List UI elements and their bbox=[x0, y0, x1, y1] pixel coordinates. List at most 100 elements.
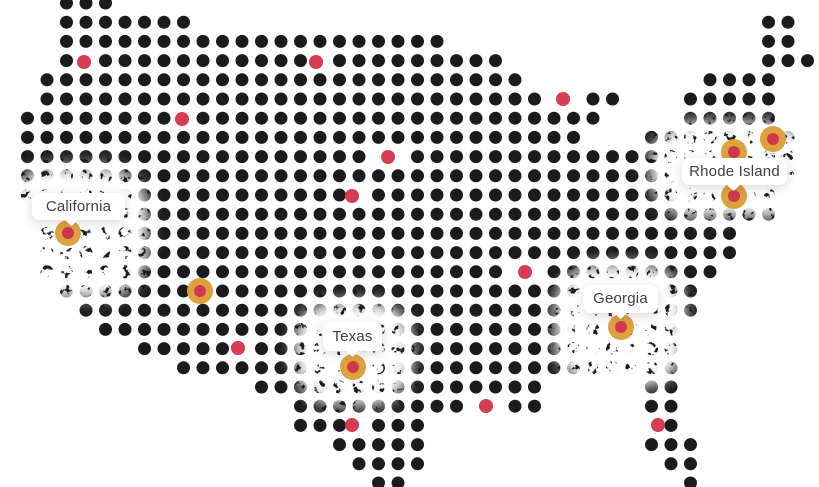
grid-dot bbox=[255, 150, 268, 164]
hotspot-dot[interactable] bbox=[77, 55, 91, 69]
grid-dot bbox=[99, 0, 112, 10]
grid-dot bbox=[625, 226, 639, 240]
grid-dot bbox=[606, 188, 619, 202]
hotspot-dot[interactable] bbox=[345, 189, 359, 203]
grid-dot bbox=[411, 361, 424, 375]
grid-dot bbox=[703, 265, 717, 279]
map-marker-extra-1[interactable] bbox=[760, 126, 786, 152]
hotspot-dot[interactable] bbox=[175, 112, 189, 126]
grid-dot bbox=[294, 92, 307, 106]
grid-dot bbox=[274, 54, 288, 68]
grid-dot bbox=[313, 207, 327, 221]
grid-dot bbox=[99, 34, 112, 48]
grid-dot bbox=[352, 111, 366, 125]
grid-dot bbox=[372, 73, 385, 87]
grid-dot bbox=[333, 226, 346, 240]
grid-dot bbox=[391, 246, 405, 260]
grid-dot bbox=[294, 226, 307, 240]
grid-dot bbox=[625, 150, 639, 164]
grid-dot bbox=[508, 207, 522, 221]
grid-dot bbox=[352, 207, 366, 221]
grid-dot bbox=[606, 226, 619, 240]
grid-dot bbox=[586, 188, 600, 202]
grid-dot bbox=[762, 54, 775, 68]
tooltip-rhode-island[interactable]: Rhode Island bbox=[682, 158, 787, 185]
grid-dot bbox=[60, 111, 73, 125]
grid-dot bbox=[508, 361, 522, 375]
grid-dot bbox=[157, 73, 171, 87]
grid-dot bbox=[274, 265, 288, 279]
grid-dot bbox=[625, 246, 639, 260]
grid-dot bbox=[333, 207, 346, 221]
grid-dot bbox=[391, 188, 405, 202]
grid-dot bbox=[586, 111, 600, 125]
grid-dot bbox=[255, 380, 268, 394]
grid-dot bbox=[235, 361, 249, 375]
tooltip-georgia[interactable]: Georgia bbox=[583, 285, 658, 313]
hotspot-dot[interactable] bbox=[381, 150, 395, 164]
grid-dot bbox=[723, 73, 736, 87]
grid-dot bbox=[138, 342, 151, 356]
grid-dot bbox=[411, 226, 424, 240]
grid-dot bbox=[508, 284, 522, 298]
grid-dot bbox=[372, 188, 385, 202]
grid-dot bbox=[528, 361, 541, 375]
grid-dot bbox=[274, 111, 288, 125]
grid-dot bbox=[138, 150, 151, 164]
grid-dot bbox=[216, 54, 229, 68]
grid-dot bbox=[430, 169, 444, 183]
grid-dot bbox=[430, 284, 444, 298]
hotspot-dot[interactable] bbox=[309, 55, 323, 69]
grid-dot bbox=[177, 342, 190, 356]
grid-dot bbox=[450, 54, 463, 68]
grid-dot bbox=[430, 188, 444, 202]
grid-dot bbox=[430, 265, 444, 279]
grid-dot bbox=[333, 150, 346, 164]
tooltip-california[interactable]: California bbox=[32, 193, 125, 220]
grid-dot bbox=[391, 54, 405, 68]
hotspot-dot[interactable] bbox=[479, 399, 493, 413]
map-marker-extra-0[interactable] bbox=[187, 278, 213, 304]
grid-dot bbox=[411, 150, 424, 164]
grid-dot bbox=[255, 303, 268, 317]
grid-dot bbox=[664, 438, 678, 452]
grid-dot bbox=[255, 73, 268, 87]
hotspot-dot[interactable] bbox=[231, 341, 245, 355]
grid-dot bbox=[157, 188, 171, 202]
grid-dot bbox=[216, 188, 229, 202]
hotspot-dot[interactable] bbox=[556, 92, 570, 106]
grid-dot bbox=[703, 111, 717, 125]
grid-dot bbox=[216, 361, 229, 375]
grid-dot bbox=[645, 438, 658, 452]
grid-dot bbox=[294, 246, 307, 260]
hotspot-dot[interactable] bbox=[651, 418, 665, 432]
tooltip-texas[interactable]: Texas bbox=[323, 322, 382, 351]
grid-dot bbox=[313, 418, 327, 432]
grid-dot bbox=[274, 284, 288, 298]
map-marker-texas[interactable] bbox=[340, 354, 366, 380]
grid-dot bbox=[528, 92, 541, 106]
grid-dot bbox=[684, 111, 697, 125]
grid-dot bbox=[157, 303, 171, 317]
grid-dot bbox=[469, 380, 483, 394]
grid-dot bbox=[411, 111, 424, 125]
grid-dot bbox=[411, 418, 424, 432]
grid-dot bbox=[703, 226, 717, 240]
grid-dot bbox=[118, 303, 132, 317]
grid-dot bbox=[430, 342, 444, 356]
grid-dot bbox=[235, 54, 249, 68]
grid-dot bbox=[411, 130, 424, 144]
grid-dot bbox=[528, 380, 541, 394]
hotspot-dot[interactable] bbox=[518, 265, 532, 279]
grid-dot bbox=[79, 34, 93, 48]
grid-dot bbox=[703, 246, 717, 260]
grid-dot bbox=[99, 92, 112, 106]
grid-dot bbox=[469, 226, 483, 240]
grid-dot bbox=[372, 169, 385, 183]
grid-dot bbox=[274, 342, 288, 356]
grid-dot bbox=[372, 476, 385, 487]
hotspot-dot[interactable] bbox=[345, 418, 359, 432]
grid-dot bbox=[333, 54, 346, 68]
map-marker-california[interactable] bbox=[55, 220, 81, 246]
grid-dot bbox=[40, 73, 54, 87]
